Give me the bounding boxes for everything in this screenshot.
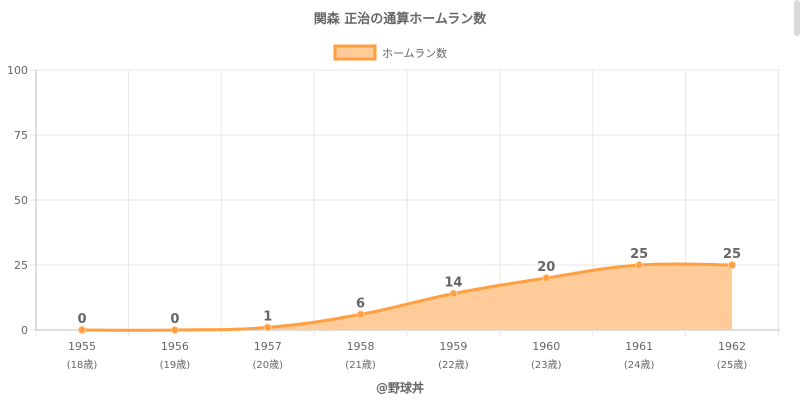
x-tick-sublabel: (24歳)	[624, 359, 655, 371]
data-point[interactable]	[449, 289, 458, 298]
data-point[interactable]	[263, 323, 272, 332]
x-tick-label: 1955	[68, 340, 96, 353]
x-tick-sublabel: (25歳)	[717, 359, 748, 371]
y-tick-label: 25	[14, 259, 28, 272]
data-point[interactable]	[356, 310, 365, 319]
legend-swatch	[333, 44, 377, 61]
series-layer	[81, 262, 733, 332]
series-line	[81, 262, 733, 332]
x-tick-sublabel: (19歳)	[160, 359, 191, 371]
series-area	[82, 263, 732, 331]
data-point[interactable]	[170, 326, 179, 334]
y-tick-label: 100	[7, 64, 28, 77]
data-label: 0	[77, 312, 86, 327]
data-point[interactable]	[728, 261, 736, 269]
x-axis-ticks: 1955 (18歳) 1956 (19歳) 1957 (20歳) 1958 (21歳) 1959…	[67, 340, 748, 371]
data-label: 25	[630, 247, 648, 262]
y-axis-ticks: 0 25 50 75 100	[7, 64, 28, 337]
data-point[interactable]	[78, 326, 86, 334]
x-tick-label: 1959	[439, 340, 467, 353]
x-axis-label: @野球丼	[376, 380, 424, 395]
x-tick-label: 1961	[625, 340, 653, 353]
grid	[30, 69, 780, 336]
scrollbar[interactable]	[794, 0, 800, 36]
x-tick-sublabel: (21歳)	[345, 359, 376, 371]
data-label: 25	[723, 247, 741, 262]
y-tick-label: 0	[21, 324, 28, 337]
chart-title: 関森 正治の通算ホームラン数	[314, 11, 487, 27]
x-tick-sublabel: (22歳)	[438, 359, 469, 371]
y-tick-label: 75	[14, 129, 28, 142]
x-tick-label: 1958	[347, 340, 375, 353]
legend-label: ホームラン数	[382, 47, 447, 60]
points-layer	[78, 261, 736, 334]
data-point[interactable]	[635, 261, 644, 269]
x-tick-label: 1957	[254, 340, 282, 353]
data-label: 6	[356, 296, 365, 311]
x-tick-sublabel: (20歳)	[252, 359, 283, 371]
data-label: 1	[263, 309, 272, 324]
y-tick-label: 50	[14, 194, 28, 207]
x-tick-sublabel: (18歳)	[67, 359, 98, 371]
x-tick-label: 1956	[161, 340, 189, 353]
data-label: 14	[444, 276, 462, 291]
x-tick-label: 1962	[718, 340, 746, 353]
x-tick-label: 1960	[532, 340, 560, 353]
x-tick-sublabel: (23歳)	[531, 359, 562, 371]
data-label: 20	[537, 260, 555, 275]
legend[interactable]: ホームラン数	[333, 44, 447, 61]
data-label: 0	[170, 312, 179, 327]
data-labels: 0 0 1 6 14 20 25 25	[77, 247, 741, 327]
data-point[interactable]	[542, 274, 551, 282]
